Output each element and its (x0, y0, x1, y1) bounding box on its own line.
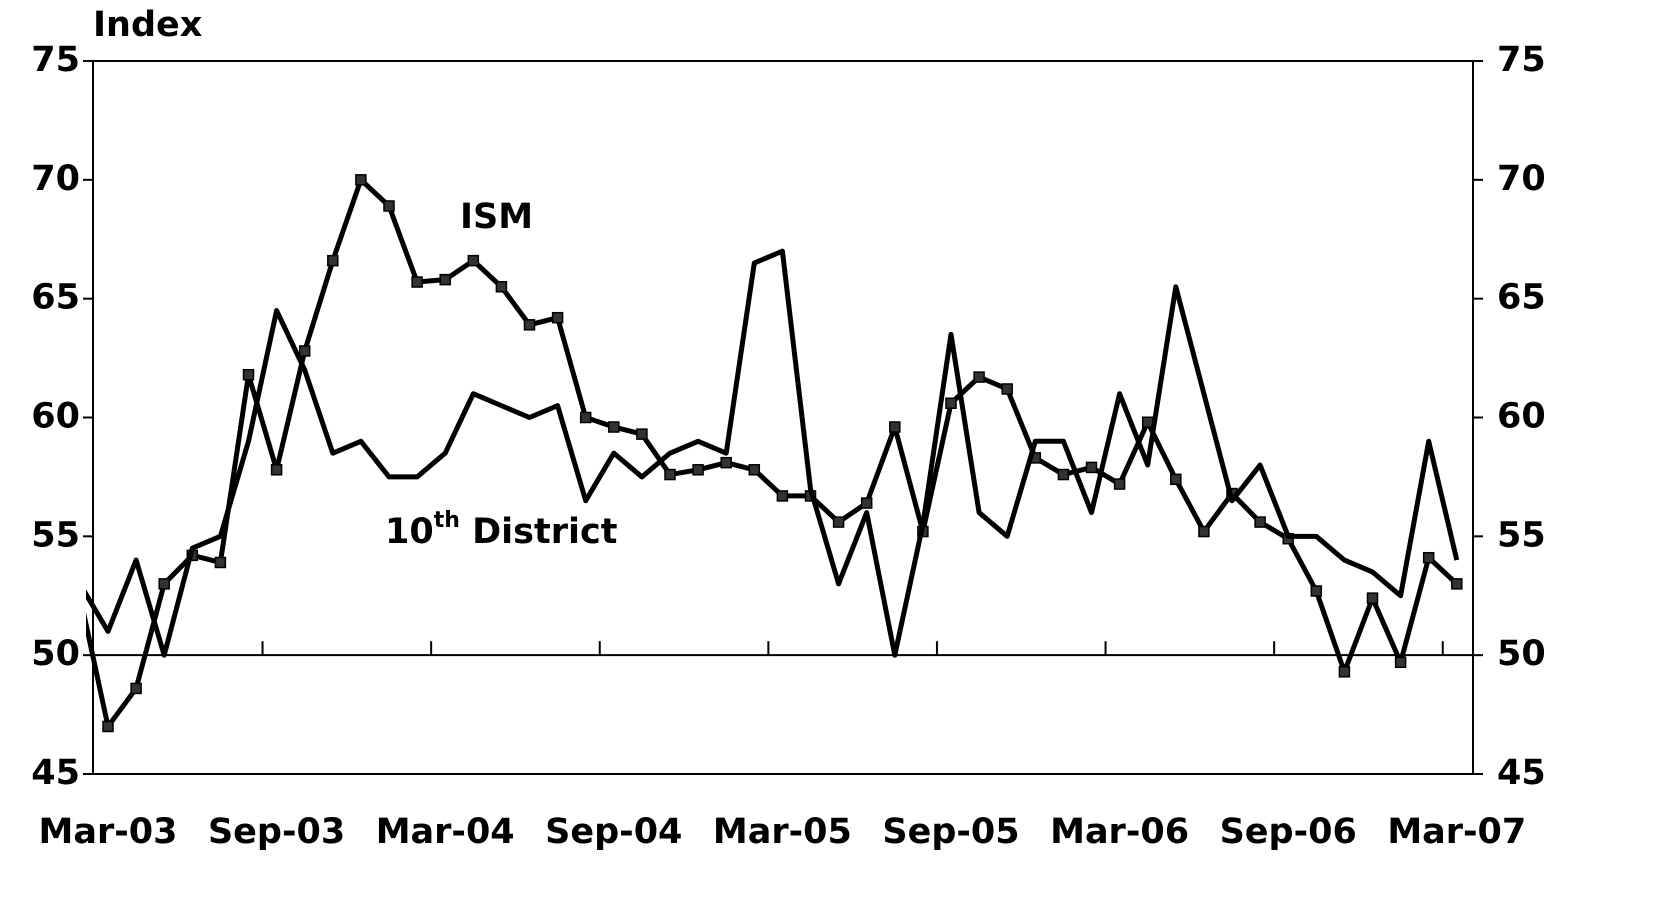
marker (1394, 656, 1407, 669)
marker (383, 200, 395, 212)
y-tick-label: 55 (31, 515, 80, 555)
y2-tick-label: 65 (1497, 278, 1546, 318)
marker (327, 254, 339, 267)
y-axis-title: Index (93, 5, 203, 45)
y2-tick-label: 60 (1497, 397, 1546, 437)
marker (1422, 551, 1435, 564)
marker (1113, 478, 1126, 490)
series-label: ISM (460, 197, 533, 237)
marker (973, 371, 985, 383)
plot-lines (75, 174, 1463, 733)
y2-tick-label: 45 (1497, 753, 1546, 793)
marker (523, 319, 536, 331)
marker (608, 421, 620, 433)
y2-tick-label: 75 (1497, 40, 1546, 80)
marker (355, 174, 367, 186)
x-tick-label: Mar-03 (39, 812, 178, 852)
y-tick-label: 65 (31, 278, 80, 318)
series-line (86, 248, 1460, 658)
x-tick-label: Sep-06 (1220, 812, 1357, 852)
marker (242, 368, 255, 381)
series-line (86, 177, 1459, 729)
marker (832, 516, 845, 528)
marker (889, 421, 901, 433)
marker (1001, 383, 1013, 395)
marker (1366, 592, 1379, 604)
marker (270, 464, 283, 476)
y-tick-label: 60 (31, 397, 80, 437)
x-tick-label: Mar-07 (1387, 812, 1526, 852)
marker (1085, 461, 1098, 474)
marker (692, 464, 704, 476)
marker (748, 464, 761, 476)
marker (439, 273, 451, 286)
marker (1141, 416, 1154, 429)
marker (1170, 473, 1182, 486)
plot-frame (92, 60, 1474, 775)
series-label: 10th District (385, 508, 617, 552)
marker (579, 411, 592, 424)
marker (720, 456, 732, 469)
y2-tick-label: 70 (1497, 159, 1546, 199)
marker (467, 254, 480, 267)
y2-tick-label: 50 (1497, 634, 1546, 674)
marker (1198, 525, 1210, 538)
marker (1338, 666, 1351, 678)
marker (776, 490, 789, 502)
y2-tick-label: 55 (1497, 515, 1546, 555)
x-tick-label: Mar-04 (376, 812, 515, 852)
x-tick-label: Sep-05 (882, 812, 1019, 852)
marker (636, 428, 648, 440)
x-tick-label: Sep-03 (208, 812, 345, 852)
y-tick-label: 50 (31, 634, 80, 674)
marker (1254, 516, 1266, 528)
marker (158, 578, 170, 590)
marker (298, 345, 311, 357)
y-tick-label: 45 (31, 753, 80, 793)
marker (551, 311, 564, 324)
x-tick-label: Sep-04 (545, 812, 682, 852)
marker (1057, 468, 1070, 481)
marker (495, 281, 508, 293)
marker (1310, 585, 1323, 597)
marker (130, 682, 142, 695)
marker (102, 720, 114, 733)
y-tick-label: 70 (31, 159, 80, 199)
marker (664, 468, 676, 481)
x-tick-label: Mar-05 (713, 812, 852, 852)
x-tick-label: Mar-06 (1050, 812, 1189, 852)
marker (1451, 578, 1463, 590)
marker (75, 591, 85, 601)
marker (214, 556, 227, 569)
marker (411, 276, 423, 288)
marker (945, 397, 957, 409)
y-tick-label: 75 (31, 40, 80, 80)
marker (860, 497, 873, 509)
